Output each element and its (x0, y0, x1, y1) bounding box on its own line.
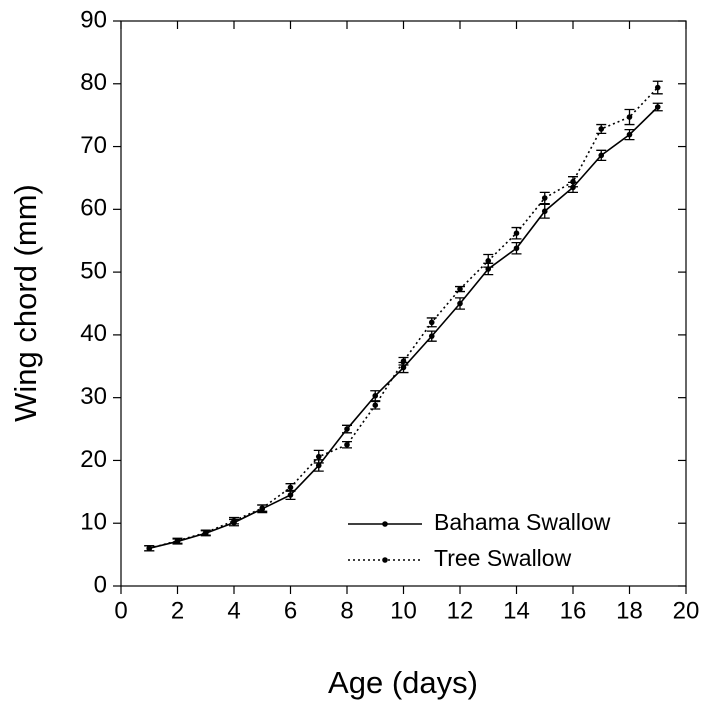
data-point (541, 208, 548, 215)
x-tick-label: 6 (284, 597, 297, 624)
plot-frame (120, 20, 687, 587)
data-point (598, 152, 605, 159)
data-point (654, 84, 661, 91)
data-point (626, 114, 633, 120)
x-tick-label: 10 (390, 597, 417, 624)
y-tick-label: 80 (80, 69, 107, 96)
data-point (570, 178, 576, 185)
data-point (513, 245, 520, 252)
data-point (598, 126, 605, 132)
x-tick-label: 12 (447, 597, 474, 624)
x-tick-label: 4 (227, 597, 240, 624)
data-point (202, 529, 209, 536)
data-point (287, 484, 294, 491)
data-point (457, 286, 463, 292)
data-point (485, 258, 492, 264)
y-tick-label: 30 (80, 383, 107, 410)
data-point (400, 358, 407, 365)
y-tick-label: 50 (80, 257, 107, 284)
y-axis-title: Wing chord (mm) (8, 184, 43, 422)
y-tick-label: 0 (94, 571, 107, 598)
y-tick-label: 10 (80, 509, 107, 536)
data-point (315, 462, 322, 469)
x-axis-title: Age (days) (328, 665, 478, 700)
data-point (231, 517, 237, 524)
data-point (372, 402, 379, 409)
x-tick-label: 0 (114, 597, 127, 624)
data-point (146, 545, 153, 552)
data-point (174, 538, 181, 544)
y-tick-label: 20 (80, 446, 107, 473)
data-point (372, 392, 379, 399)
data-point (287, 492, 294, 498)
legend-label: Tree Swallow (434, 545, 572, 571)
x-tick-label: 16 (560, 597, 587, 624)
data-point (626, 131, 633, 138)
data-point (513, 230, 520, 236)
legend-label: Bahama Swallow (434, 509, 611, 535)
x-tick-label: 2 (171, 597, 184, 624)
y-tick-label: 60 (80, 195, 107, 222)
data-point (344, 441, 350, 448)
data-point (428, 319, 435, 326)
data-point (428, 333, 435, 339)
data-point (654, 104, 661, 110)
data-point (259, 505, 266, 511)
legend-marker (382, 557, 388, 563)
y-tick-label: 70 (80, 132, 107, 159)
x-tick-label: 14 (503, 597, 530, 624)
data-point (457, 300, 463, 307)
series-line (149, 86, 659, 550)
series-line (149, 106, 659, 550)
y-tick-label: 40 (80, 320, 107, 347)
data-point (541, 195, 548, 201)
x-tick-label: 20 (673, 597, 700, 624)
legend-marker (382, 521, 388, 527)
y-tick-label: 90 (80, 6, 107, 33)
data-point (344, 426, 350, 432)
data-point (315, 453, 322, 460)
data-point (400, 364, 407, 371)
x-tick-label: 18 (616, 597, 643, 624)
x-tick-label: 8 (340, 597, 353, 624)
